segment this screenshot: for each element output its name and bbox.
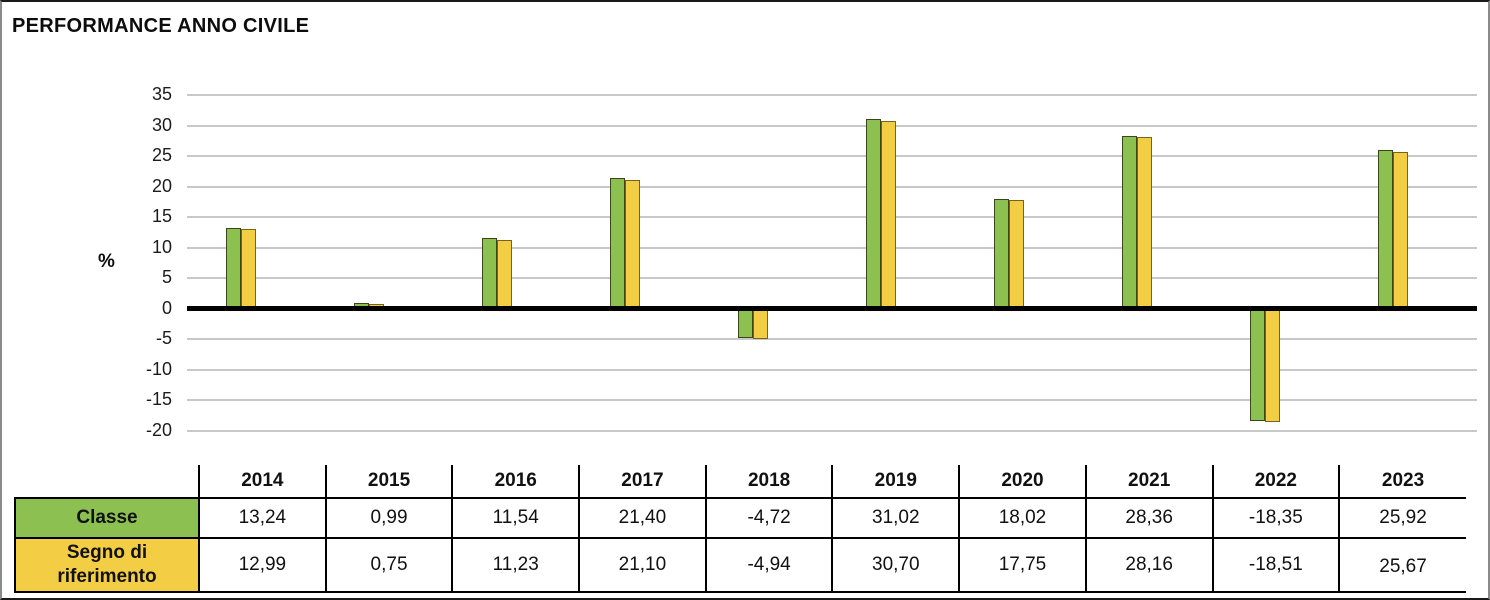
cell-classe-2017: 21,40 <box>578 497 707 539</box>
cell-segno-di-riferimento-2021: 28,16 <box>1084 537 1214 593</box>
year-header-2018: 2018 <box>704 465 833 499</box>
y-tick-label: -20 <box>145 420 172 440</box>
cell-segno-di-riferimento-2017: 21,10 <box>578 537 707 593</box>
cell-segno-di-riferimento-2020: 17,75 <box>958 537 1087 593</box>
cell-classe-2018: -4,72 <box>704 497 834 539</box>
bar-segno-di-riferimento-2022 <box>1265 308 1280 422</box>
cell-classe-2019: 31,02 <box>831 497 961 539</box>
year-header-2015: 2015 <box>324 465 453 499</box>
cell-classe-2021: 28,36 <box>1084 497 1214 539</box>
cell-classe-2015: 0,99 <box>324 497 454 539</box>
y-tick-label: 35 <box>151 84 172 104</box>
y-tick-label: -15 <box>145 389 172 410</box>
y-tick-label: 5 <box>161 267 172 288</box>
year-header-2014: 2014 <box>198 465 326 499</box>
bar-classe-2021 <box>1122 135 1137 309</box>
bar-classe-2014 <box>226 227 241 309</box>
bar-segno-di-riferimento-2016 <box>497 240 512 309</box>
bar-classe-2020 <box>994 198 1009 309</box>
cell-classe-2020: 18,02 <box>958 497 1087 539</box>
year-header-2023: 2023 <box>1338 465 1466 499</box>
y-axis-unit-label: % <box>98 251 115 272</box>
y-tick-label: -10 <box>145 358 172 379</box>
performance-table: 2014 2015 2016 2017 2018 2019 2020 2021 2022 2023… <box>14 465 1466 593</box>
gridline <box>187 94 1477 96</box>
y-tick-label: -5 <box>155 328 172 349</box>
bar-segno-di-riferimento-2020 <box>1009 200 1024 309</box>
row-label-segno-di-riferimento: Segno di riferimento <box>14 537 200 593</box>
y-tick-label: 15 <box>151 206 172 227</box>
bar-segno-di-riferimento-2021 <box>1137 136 1152 309</box>
gridline <box>187 124 1477 127</box>
table-corner-cell <box>15 465 199 498</box>
bar-classe-2016 <box>482 238 497 309</box>
gridline <box>187 216 1477 219</box>
year-header-2019: 2019 <box>831 465 960 499</box>
gridline <box>187 338 1477 341</box>
bar-classe-2023 <box>1378 150 1393 309</box>
bar-segno-di-riferimento-2014 <box>241 229 256 309</box>
year-header-2022: 2022 <box>1211 465 1340 499</box>
cell-segno-di-riferimento-2022: -18,51 <box>1211 537 1341 593</box>
cell-classe-2016: 11,54 <box>451 497 581 539</box>
gridline <box>187 155 1477 158</box>
cell-segno-di-riferimento-2023: 25,67 <box>1338 537 1466 593</box>
y-tick-label: 0 <box>161 297 172 318</box>
gridline <box>187 368 1477 371</box>
bar-classe-2022 <box>1250 308 1265 421</box>
cell-classe-2022: -18,35 <box>1211 497 1341 539</box>
y-tick-label: 20 <box>151 175 172 196</box>
y-tick-label: 10 <box>151 236 172 257</box>
x-axis-zero-line <box>187 306 1477 312</box>
year-header-2020: 2020 <box>958 465 1086 499</box>
gridline <box>187 399 1477 402</box>
page-title: PERFORMANCE ANNO CIVILE <box>12 15 310 37</box>
bar-segno-di-riferimento-2023 <box>1393 151 1408 309</box>
gridline <box>187 246 1477 249</box>
gridline <box>187 277 1477 280</box>
year-header-2017: 2017 <box>578 465 706 499</box>
y-tick-label: 25 <box>151 145 172 166</box>
bar-segno-di-riferimento-2018 <box>753 308 768 339</box>
year-header-2016: 2016 <box>451 465 580 499</box>
cell-classe-2023: 25,92 <box>1338 497 1466 539</box>
y-tick-label: 30 <box>151 114 172 135</box>
cell-segno-di-riferimento-2014: 12,99 <box>198 537 327 593</box>
year-header-2021: 2021 <box>1084 465 1213 499</box>
cell-segno-di-riferimento-2019: 30,70 <box>831 537 961 593</box>
cell-segno-di-riferimento-2016: 11,23 <box>451 537 581 593</box>
gridline <box>187 185 1477 188</box>
cell-classe-2014: 13,24 <box>198 497 327 539</box>
gridline <box>187 430 1477 432</box>
bar-segno-di-riferimento-2017 <box>625 179 640 309</box>
bar-classe-2017 <box>610 178 625 309</box>
cell-segno-di-riferimento-2018: -4,94 <box>704 537 834 593</box>
bar-classe-2018 <box>738 308 753 338</box>
row-label-classe: Classe <box>14 497 200 539</box>
bar-classe-2019 <box>866 119 881 309</box>
cell-segno-di-riferimento-2015: 0,75 <box>324 537 454 593</box>
bar-segno-di-riferimento-2019 <box>881 121 896 309</box>
